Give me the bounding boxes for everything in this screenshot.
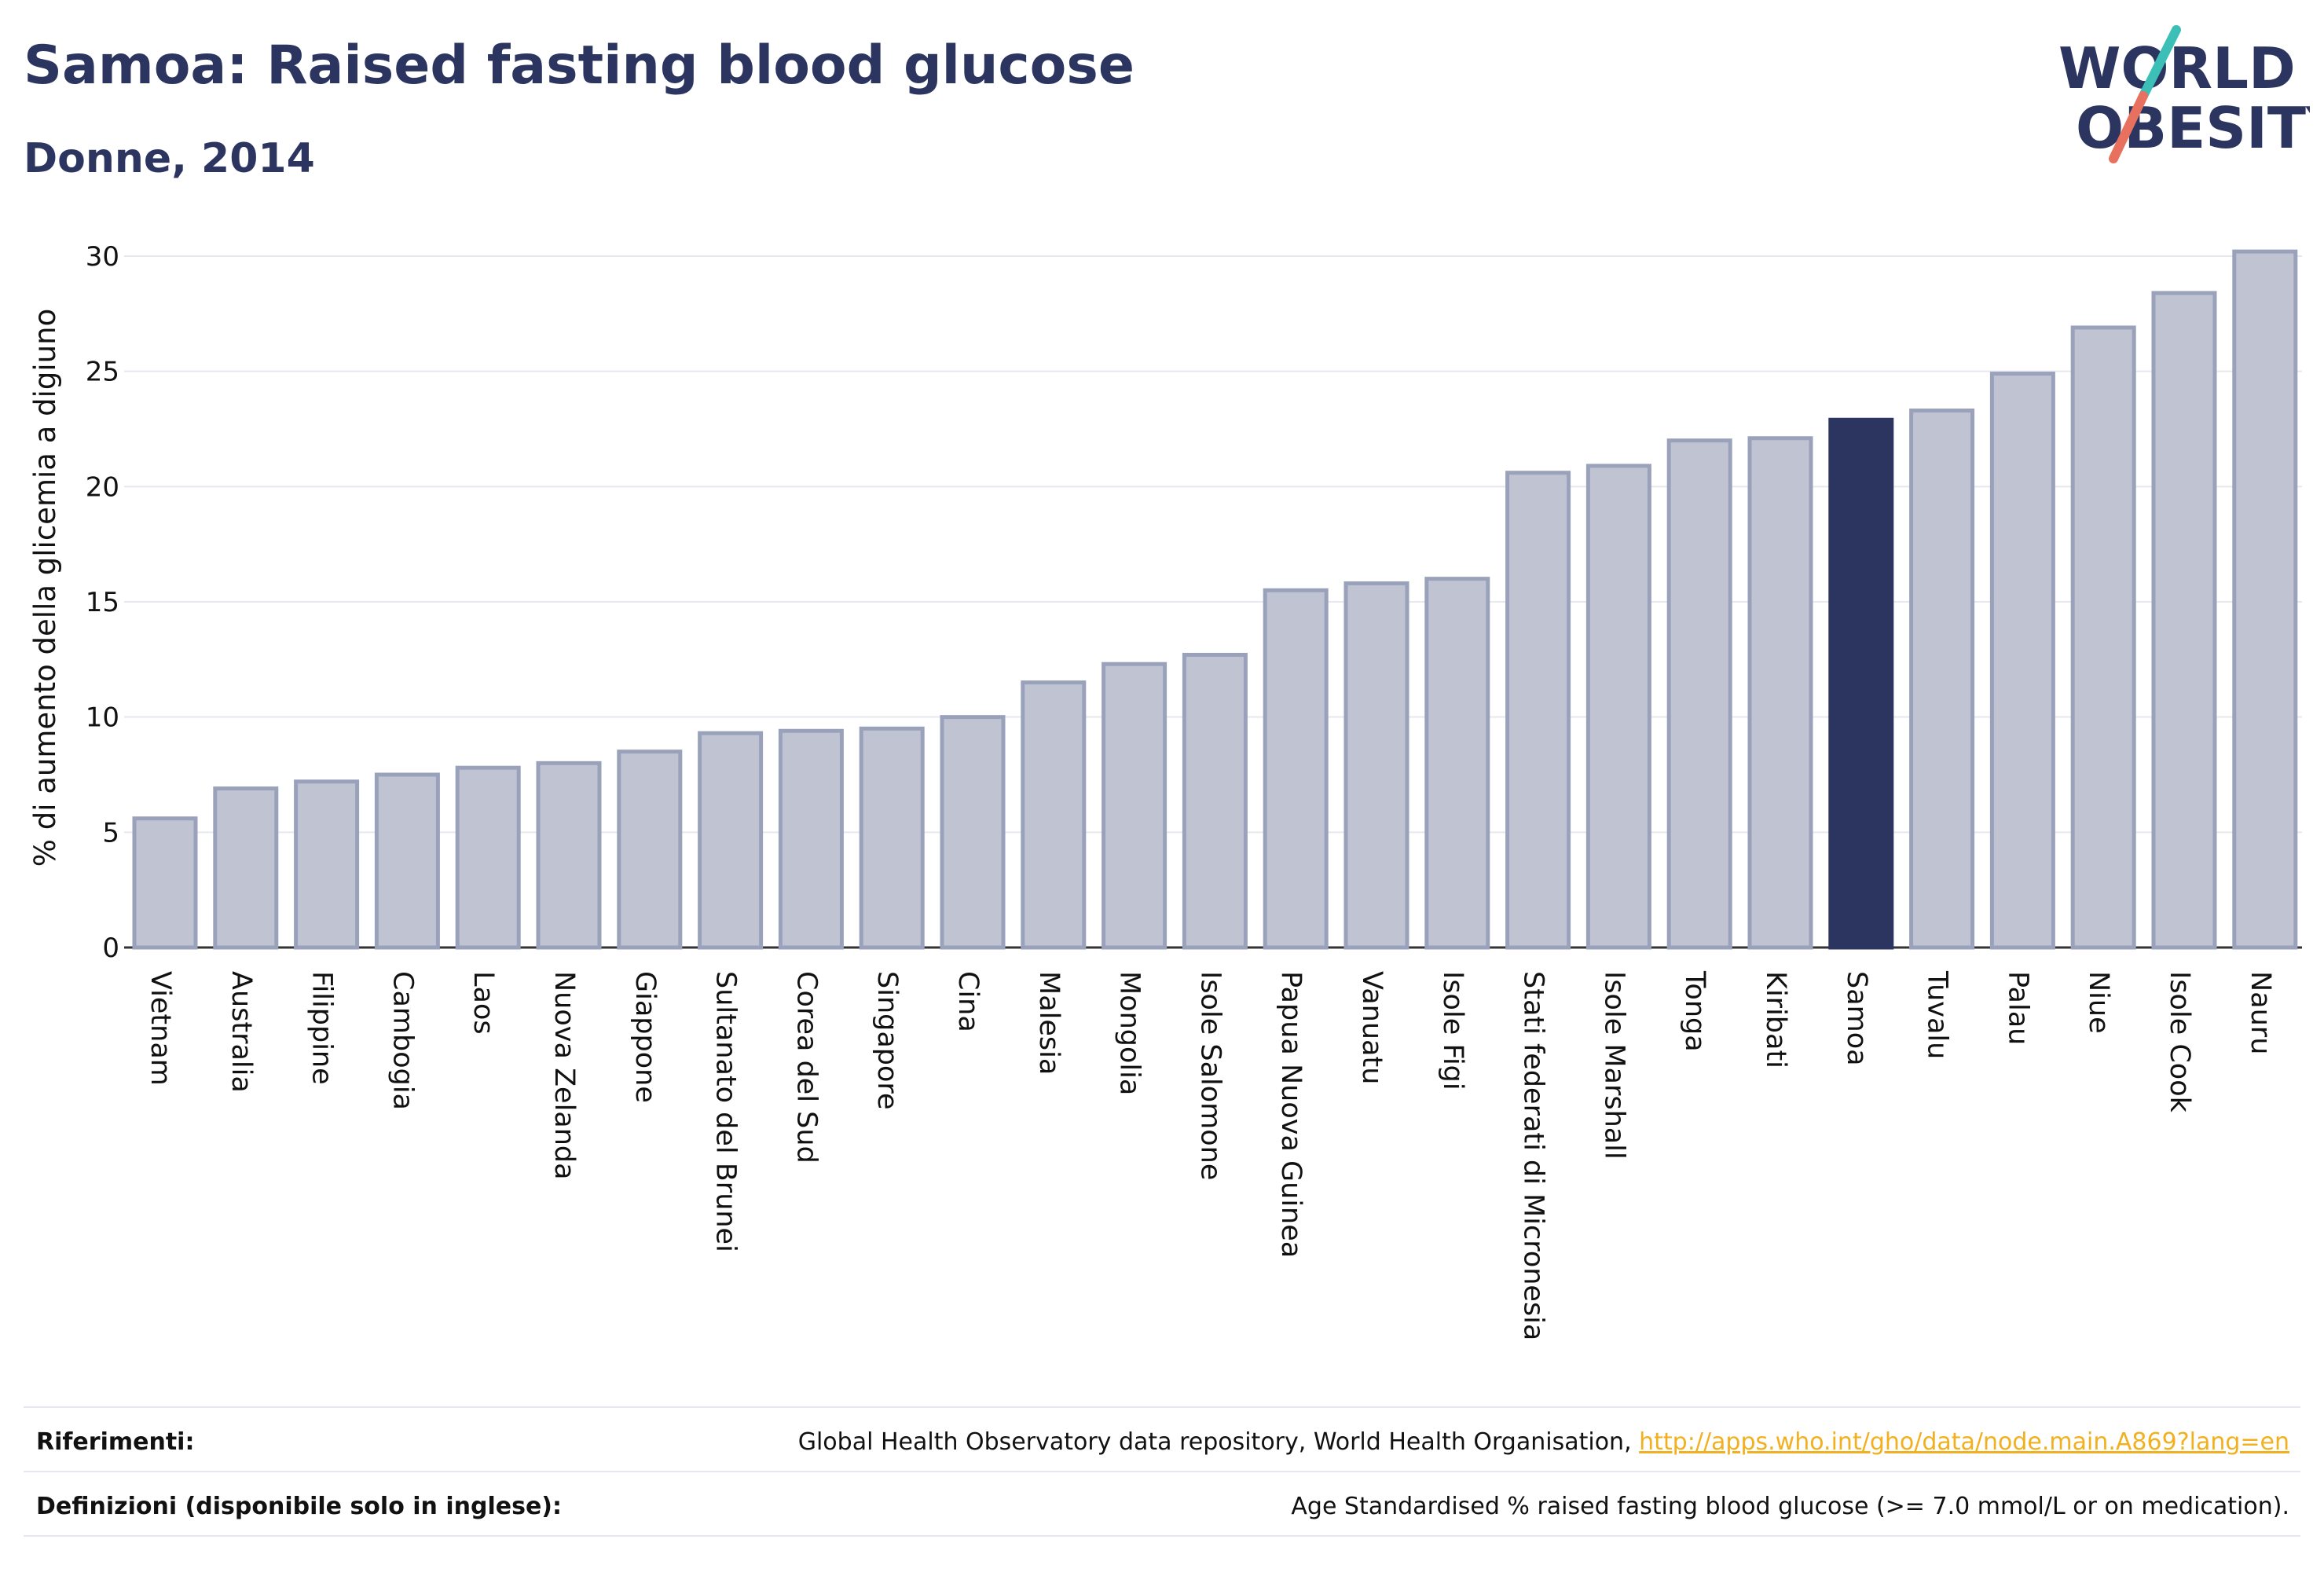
y-tick-label: 15 bbox=[86, 587, 119, 618]
bar-singapore bbox=[859, 726, 925, 950]
x-tick-label: Vanuatu bbox=[1356, 971, 1387, 1084]
footer-divider-top bbox=[24, 1406, 2300, 1408]
x-tick-label: Giappone bbox=[629, 971, 661, 1103]
x-tick-label: Corea del Sud bbox=[790, 971, 822, 1164]
references-link[interactable]: http://apps.who.int/gho/data/node.main.A… bbox=[1639, 1428, 2289, 1456]
bar-samoa bbox=[1828, 417, 1894, 950]
bar-isole-marshall bbox=[1585, 464, 1651, 950]
y-tick-label: 5 bbox=[102, 817, 119, 848]
y-tick-labels: 0 5 10 15 20 25 30 bbox=[86, 241, 119, 964]
x-tick-label: Samoa bbox=[1841, 971, 1872, 1066]
bar-filippine bbox=[294, 779, 360, 950]
x-tick-label: Mongolia bbox=[1114, 971, 1146, 1095]
x-tick-label: Isole Cook bbox=[2164, 971, 2195, 1113]
bar-malesia bbox=[1021, 680, 1087, 950]
x-tick-label: Nuova Zelanda bbox=[548, 971, 580, 1180]
bar-isole-salomone bbox=[1182, 652, 1248, 950]
x-tick-label: Vietnam bbox=[145, 971, 176, 1086]
bar-mongolia bbox=[1102, 662, 1167, 950]
bar-tonga bbox=[1666, 438, 1732, 950]
references-label: Riferimenti: bbox=[36, 1428, 195, 1456]
references-text: Global Health Observatory data repositor… bbox=[797, 1428, 1640, 1456]
bar-stati-federati-di-micronesia bbox=[1505, 471, 1571, 950]
bars bbox=[132, 249, 2298, 950]
y-axis-label: % di aumento della glicemia a digiuno bbox=[28, 309, 62, 867]
x-tick-label: Isole Salomone bbox=[1194, 971, 1226, 1180]
y-tick-label: 20 bbox=[86, 471, 119, 503]
bar-chart: 0 5 10 15 20 25 30 Vietnam Australia Filippine Ca… bbox=[28, 241, 2302, 1340]
chart-title: Samoa: Raised fasting blood glucose bbox=[24, 35, 1135, 97]
x-tick-label: Cambogia bbox=[387, 971, 418, 1110]
y-tick-label: 10 bbox=[86, 702, 119, 734]
footer-divider-bottom bbox=[24, 1535, 2300, 1537]
bar-isole-cook bbox=[2151, 291, 2217, 950]
x-tick-label: Kiribati bbox=[1760, 971, 1791, 1068]
bar-corea-del-sud bbox=[778, 728, 844, 950]
x-tick-label: Palau bbox=[2002, 971, 2033, 1045]
references-value: Global Health Observatory data repositor… bbox=[798, 1428, 2289, 1456]
x-tick-labels: Vietnam Australia Filippine Cambogia Laos Nuo… bbox=[145, 970, 2276, 1340]
logo-slash-coral bbox=[2109, 91, 2148, 163]
world-obesity-logo: WORLD OBESITY bbox=[2058, 25, 2310, 163]
x-tick-label: Sultanato del Brunei bbox=[710, 971, 742, 1252]
definitions-value: Age Standardised % raised fasting blood … bbox=[1291, 1493, 2289, 1520]
bar-palau bbox=[1989, 372, 2055, 950]
x-tick-label: Laos bbox=[467, 971, 499, 1035]
bar-sultanato-del-brunei bbox=[698, 731, 764, 950]
logo-text-world: WORLD bbox=[2058, 35, 2296, 101]
bar-niue bbox=[2070, 325, 2136, 950]
y-tick-label: 25 bbox=[86, 357, 119, 388]
x-tick-label: Isole Marshall bbox=[1598, 971, 1629, 1160]
bar-isole-figi bbox=[1424, 577, 1490, 950]
bar-papua-nuova-guinea bbox=[1263, 588, 1329, 950]
x-tick-label: Filippine bbox=[306, 971, 338, 1085]
x-tick-label: Isole Figi bbox=[1437, 971, 1468, 1090]
bar-australia bbox=[213, 786, 279, 950]
footer-divider-middle bbox=[24, 1471, 2300, 1472]
x-tick-label: Australia bbox=[225, 971, 257, 1093]
y-tick-label: 30 bbox=[86, 241, 119, 273]
bar-kiribati bbox=[1747, 436, 1813, 950]
x-tick-label: Nauru bbox=[2245, 971, 2276, 1054]
bar-nuova-zelanda bbox=[536, 761, 602, 950]
bar-vietnam bbox=[132, 816, 198, 950]
x-tick-label: Stati federati di Micronesia bbox=[1518, 971, 1549, 1340]
bar-vanuatu bbox=[1343, 581, 1409, 950]
x-tick-label: Malesia bbox=[1033, 971, 1065, 1075]
chart-subtitle: Donne, 2014 bbox=[24, 135, 315, 182]
bar-cambogia bbox=[374, 772, 440, 950]
bar-nauru bbox=[2232, 249, 2298, 950]
definitions-label: Definizioni (disponibile solo in inglese… bbox=[36, 1493, 562, 1520]
logo-slash-teal bbox=[2139, 25, 2181, 101]
bar-tuvalu bbox=[1909, 409, 1975, 950]
bar-cina bbox=[940, 715, 1006, 950]
y-tick-label: 0 bbox=[102, 933, 119, 964]
x-tick-label: Tuvalu bbox=[1922, 970, 1953, 1059]
bar-laos bbox=[455, 765, 521, 950]
x-tick-label: Papua Nuova Guinea bbox=[1275, 971, 1307, 1258]
x-tick-label: Tonga bbox=[1679, 970, 1710, 1052]
bar-giappone bbox=[617, 750, 683, 950]
x-tick-label: Cina bbox=[952, 971, 984, 1032]
x-tick-label: Singapore bbox=[871, 971, 903, 1110]
x-tick-label: Niue bbox=[2083, 971, 2114, 1034]
